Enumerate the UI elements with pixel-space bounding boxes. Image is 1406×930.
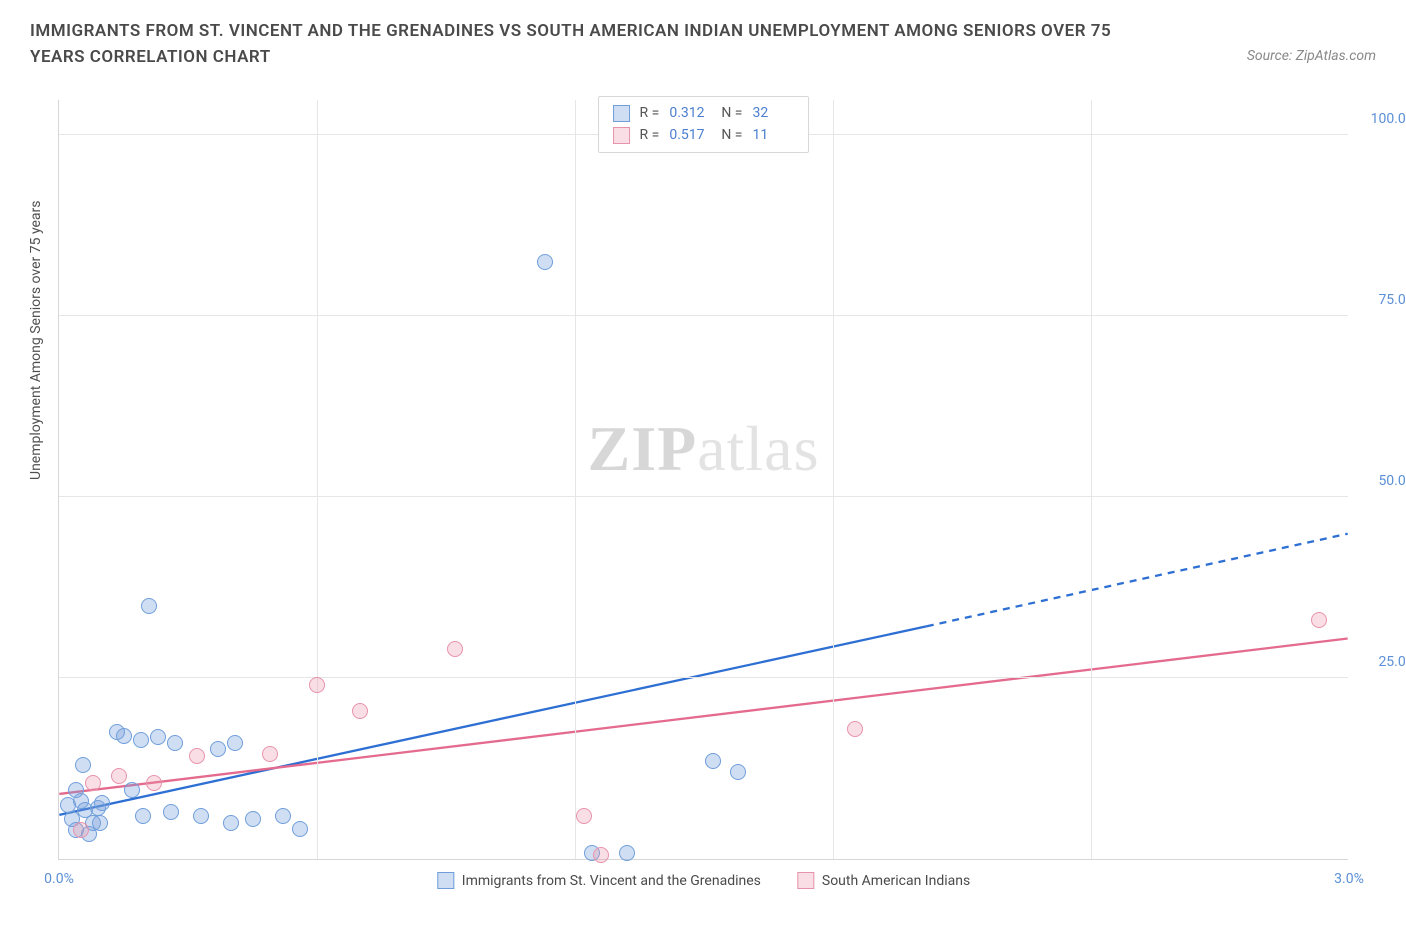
gridline-h	[59, 677, 1348, 678]
scatter-chart: ZIPatlas R =0.312N =32R =0.517N =11 Immi…	[58, 100, 1348, 860]
y-axis-title: Unemployment Among Seniors over 75 years	[28, 201, 44, 481]
data-point	[352, 703, 368, 719]
gridline-h	[59, 496, 1348, 497]
legend-swatch	[613, 127, 630, 144]
series-legend-label: South American Indians	[822, 873, 970, 889]
data-point	[730, 764, 746, 780]
data-point	[189, 748, 205, 764]
gridline-v	[317, 100, 318, 859]
data-point	[292, 821, 308, 837]
data-point	[150, 729, 166, 745]
data-point	[593, 847, 609, 863]
data-point	[141, 598, 157, 614]
data-point	[111, 768, 127, 784]
y-tick-label: 25.0%	[1378, 654, 1406, 670]
source-attribution: Source: ZipAtlas.com	[1247, 48, 1376, 64]
series-legend-item: South American Indians	[797, 872, 970, 889]
data-point	[262, 746, 278, 762]
data-point	[92, 815, 108, 831]
data-point	[447, 641, 463, 657]
chart-title: IMMIGRANTS FROM ST. VINCENT AND THE GREN…	[30, 18, 1150, 71]
data-point	[133, 732, 149, 748]
series-legend-label: Immigrants from St. Vincent and the Gren…	[462, 873, 761, 889]
data-point	[163, 804, 179, 820]
data-point	[847, 721, 863, 737]
gridline-h	[59, 315, 1348, 316]
data-point	[116, 728, 132, 744]
data-point	[223, 815, 239, 831]
series-legend: Immigrants from St. Vincent and the Gren…	[437, 872, 970, 889]
trendlines	[59, 100, 1348, 859]
data-point	[210, 741, 226, 757]
data-point	[73, 822, 89, 838]
data-point	[309, 677, 325, 693]
series-legend-item: Immigrants from St. Vincent and the Gren…	[437, 872, 761, 889]
watermark: ZIPatlas	[588, 412, 820, 486]
gridline-v	[833, 100, 834, 859]
data-point	[619, 845, 635, 861]
data-point	[227, 735, 243, 751]
data-point	[75, 757, 91, 773]
data-point	[85, 775, 101, 791]
y-tick-label: 100.0%	[1371, 111, 1406, 127]
data-point	[245, 811, 261, 827]
data-point	[275, 808, 291, 824]
data-point	[576, 808, 592, 824]
data-point	[94, 795, 110, 811]
data-point	[146, 775, 162, 791]
data-point	[537, 254, 553, 270]
legend-row: R =0.312N =32	[613, 103, 795, 125]
legend-swatch	[797, 872, 814, 889]
data-point	[193, 808, 209, 824]
legend-row: R =0.517N =11	[613, 125, 795, 147]
gridline-v	[1091, 100, 1092, 859]
legend-swatch	[613, 105, 630, 122]
data-point	[1311, 612, 1327, 628]
data-point	[167, 735, 183, 751]
data-point	[124, 782, 140, 798]
x-tick-label: 0.0%	[44, 871, 74, 887]
data-point	[705, 753, 721, 769]
correlation-legend: R =0.312N =32R =0.517N =11	[598, 96, 810, 153]
data-point	[135, 808, 151, 824]
y-tick-label: 50.0%	[1378, 473, 1406, 489]
x-tick-label: 3.0%	[1334, 871, 1364, 887]
legend-swatch	[437, 872, 454, 889]
gridline-v	[575, 100, 576, 859]
y-tick-label: 75.0%	[1378, 292, 1406, 308]
